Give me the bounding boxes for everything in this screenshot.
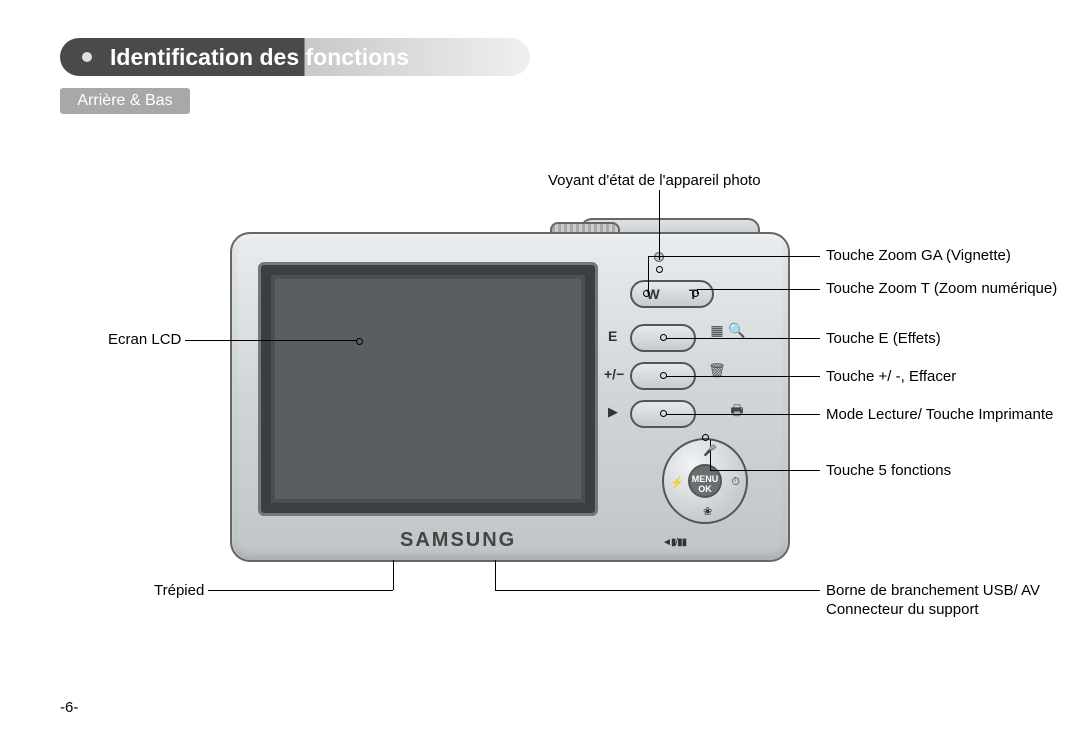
brand-logo: SAMSUNG	[400, 529, 516, 552]
magnifier-icon: 🔍	[728, 322, 746, 339]
lcd-inner	[275, 279, 581, 499]
e-side-label: E	[608, 328, 617, 344]
dot-5way	[702, 434, 709, 441]
mic-icon: 🎤	[703, 444, 717, 457]
leader-zoomw	[648, 256, 820, 257]
leader-zoomw-v	[648, 256, 649, 294]
section-subtitle: Arrière & Bas	[60, 88, 190, 114]
plusminus-side-label: +/−	[604, 366, 624, 382]
label-zoom-t: Touche Zoom T (Zoom numérique)	[826, 280, 1057, 299]
label-e: Touche E (Effets)	[826, 330, 941, 349]
leader-lcd	[185, 340, 357, 341]
label-play: Mode Lecture/ Touche Imprimante	[826, 406, 1053, 425]
section-title: Identification des fonctions	[110, 44, 409, 71]
manual-page: Identification des fonctions Arrière & B…	[0, 0, 1080, 746]
play-side-label: ▶	[608, 404, 618, 420]
leader-zoomt-v	[697, 289, 698, 294]
section-header: Identification des fonctions	[60, 38, 530, 76]
timer-icon: ⏱	[731, 476, 740, 489]
label-status-led: Voyant d'état de l'appareil photo	[548, 172, 761, 191]
header-bullet-icon	[82, 52, 92, 62]
lcd-screen	[258, 262, 598, 516]
five-way-controller: MENU OK 🎤 ❀ ⚡ ⏱	[662, 438, 748, 524]
leader-usb-v	[495, 560, 496, 590]
leader-zoomt	[697, 289, 820, 290]
label-pm: Touche +/ -, Effacer	[826, 368, 956, 387]
macro-icon: ❀	[703, 505, 712, 518]
dot-led	[656, 266, 663, 273]
printer-icon: 🖶	[728, 400, 746, 424]
label-lcd: Ecran LCD	[108, 331, 181, 350]
label-usb: Borne de branchement USB/ AV Connecteur …	[826, 582, 1040, 620]
leader-led-v	[659, 190, 660, 260]
leader-tripod-v	[393, 560, 394, 590]
dot-lcd	[356, 338, 363, 345]
camera-diagram: SAMSUNG W T E ▦ 🔍 +/− 🗑 ▶ 🖶 MENU OK 🎤 ❀ …	[230, 232, 790, 562]
leader-e	[666, 338, 820, 339]
leader-tripod-h	[208, 590, 393, 591]
label-zoom-w: Touche Zoom GA (Vignette)	[826, 247, 1011, 266]
leader-pm	[666, 376, 820, 377]
label-5way: Touche 5 fonctions	[826, 462, 951, 481]
leader-5way-h	[710, 470, 820, 471]
leader-play	[666, 414, 820, 415]
page-number: -6-	[60, 699, 78, 716]
thumbnail-icon: ▦	[708, 322, 726, 339]
flash-icon: ⚡	[670, 476, 684, 489]
label-tripod: Trépied	[154, 582, 204, 601]
leader-usb-h	[495, 590, 820, 591]
playpause-icon: ◄▮/▮▮	[662, 537, 686, 548]
